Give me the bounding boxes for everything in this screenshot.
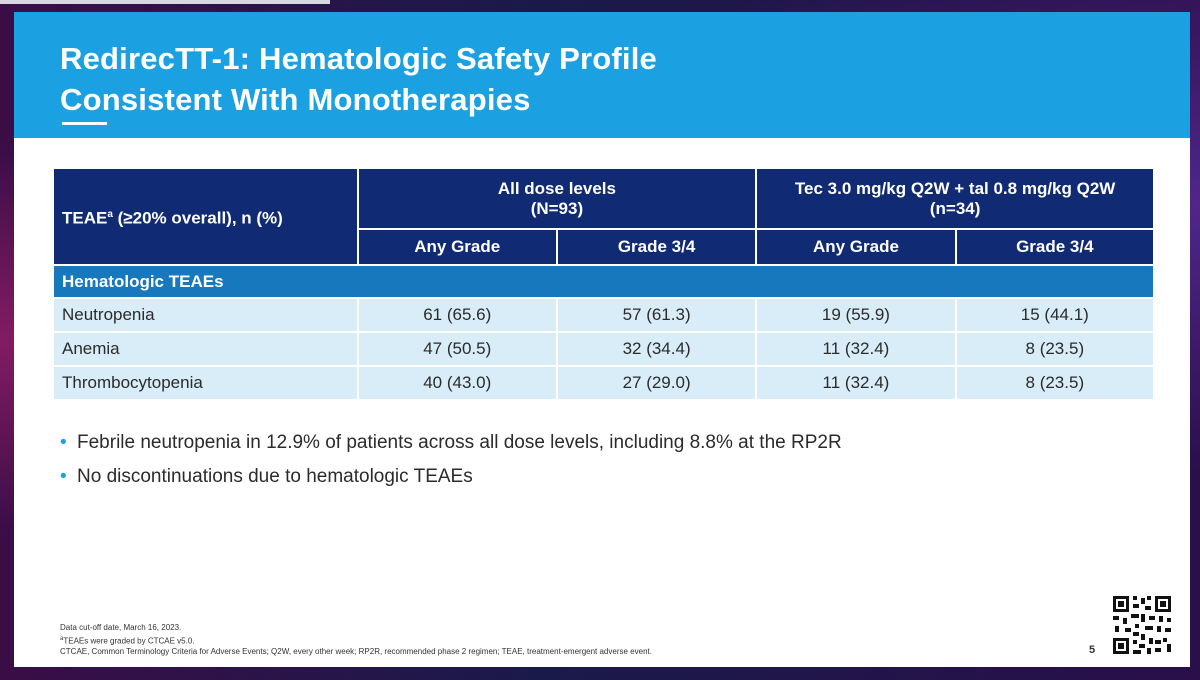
cell-all-g34: 32 (34.4) [557,333,756,365]
slide-title-line1: RedirecTT-1: Hematologic Safety Profile [60,41,657,76]
cell-tec-g34: 15 (44.1) [956,299,1153,331]
footnote-grading: aTEAEs were graded by CTCAE v5.0. [60,635,195,646]
row-label: Anemia [54,333,357,365]
slide-header: RedirecTT-1: Hematologic Safety Profile … [14,12,1190,138]
cell-tec-g34: 8 (23.5) [956,367,1153,399]
table-subheader-row: Any Grade Grade 3/4 Any Grade Grade 3/4 [54,230,1153,264]
row-label: Neutropenia [54,299,357,331]
row-label: Thrombocytopenia [54,367,357,399]
bullet-list: • Febrile neutropenia in 12.9% of patient… [60,426,842,494]
cell-all-any: 61 (65.6) [358,299,556,331]
cell-tec-g34: 8 (23.5) [956,333,1153,365]
footnote-cutoff: Data cut-off date, March 16, 2023. [60,623,182,632]
bullet-dot-icon: • [60,466,67,487]
cell-all-any: 40 (43.0) [358,367,556,399]
footnotes: Data cut-off date, March 16, 2023. aTEAE… [60,623,652,657]
teae-table: TEAEa (≥20% overall), n (%) All dose lev… [52,167,1155,401]
table-row: Anemia 47 (50.5) 32 (34.4) 11 (32.4) 8 (… [54,333,1153,365]
section-row: Hematologic TEAEs [54,266,1153,297]
table-row: Thrombocytopenia 40 (43.0) 27 (29.0) 11 … [54,367,1153,399]
slide-title-line2: Consistent With Monotherapies [60,82,531,117]
all-grade34-header: Grade 3/4 [557,230,756,264]
table-header-row: TEAEa (≥20% overall), n (%) All dose lev… [54,169,1153,264]
table-row: Neutropenia 61 (65.6) 57 (61.3) 19 (55.9… [54,299,1153,331]
all-dose-levels-header: All dose levels (N=93) [358,169,756,228]
cell-all-g34: 27 (29.0) [557,367,756,399]
cell-tec-any: 19 (55.9) [757,299,955,331]
page-number: 5 [1089,644,1096,656]
teae-column-header: TEAEa (≥20% overall), n (%) [54,169,357,264]
cell-all-g34: 57 (61.3) [557,299,756,331]
tec-grade34-header: Grade 3/4 [956,230,1153,264]
all-any-grade-header: Any Grade [358,230,556,264]
slide: RedirecTT-1: Hematologic Safety Profile … [14,12,1190,667]
tec-tal-header: Tec 3.0 mg/kg Q2W + tal 0.8 mg/kg Q2W (n… [757,169,1153,228]
footnote-abbreviations: CTCAE, Common Terminology Criteria for A… [60,646,652,656]
cell-all-any: 47 (50.5) [358,333,556,365]
cell-tec-any: 11 (32.4) [757,333,955,365]
section-label: Hematologic TEAEs [54,266,1153,297]
bullet-dot-icon: • [60,432,67,453]
bullet-item: • Febrile neutropenia in 12.9% of patient… [60,426,842,460]
window-top-strip [0,0,330,4]
qr-code-icon [1111,594,1173,656]
title-underline [62,122,107,125]
bullet-item: • No discontinuations due to hematologic … [60,460,842,494]
tec-any-grade-header: Any Grade [757,230,955,264]
cell-tec-any: 11 (32.4) [757,367,955,399]
slide-title: RedirecTT-1: Hematologic Safety Profile … [60,38,657,120]
